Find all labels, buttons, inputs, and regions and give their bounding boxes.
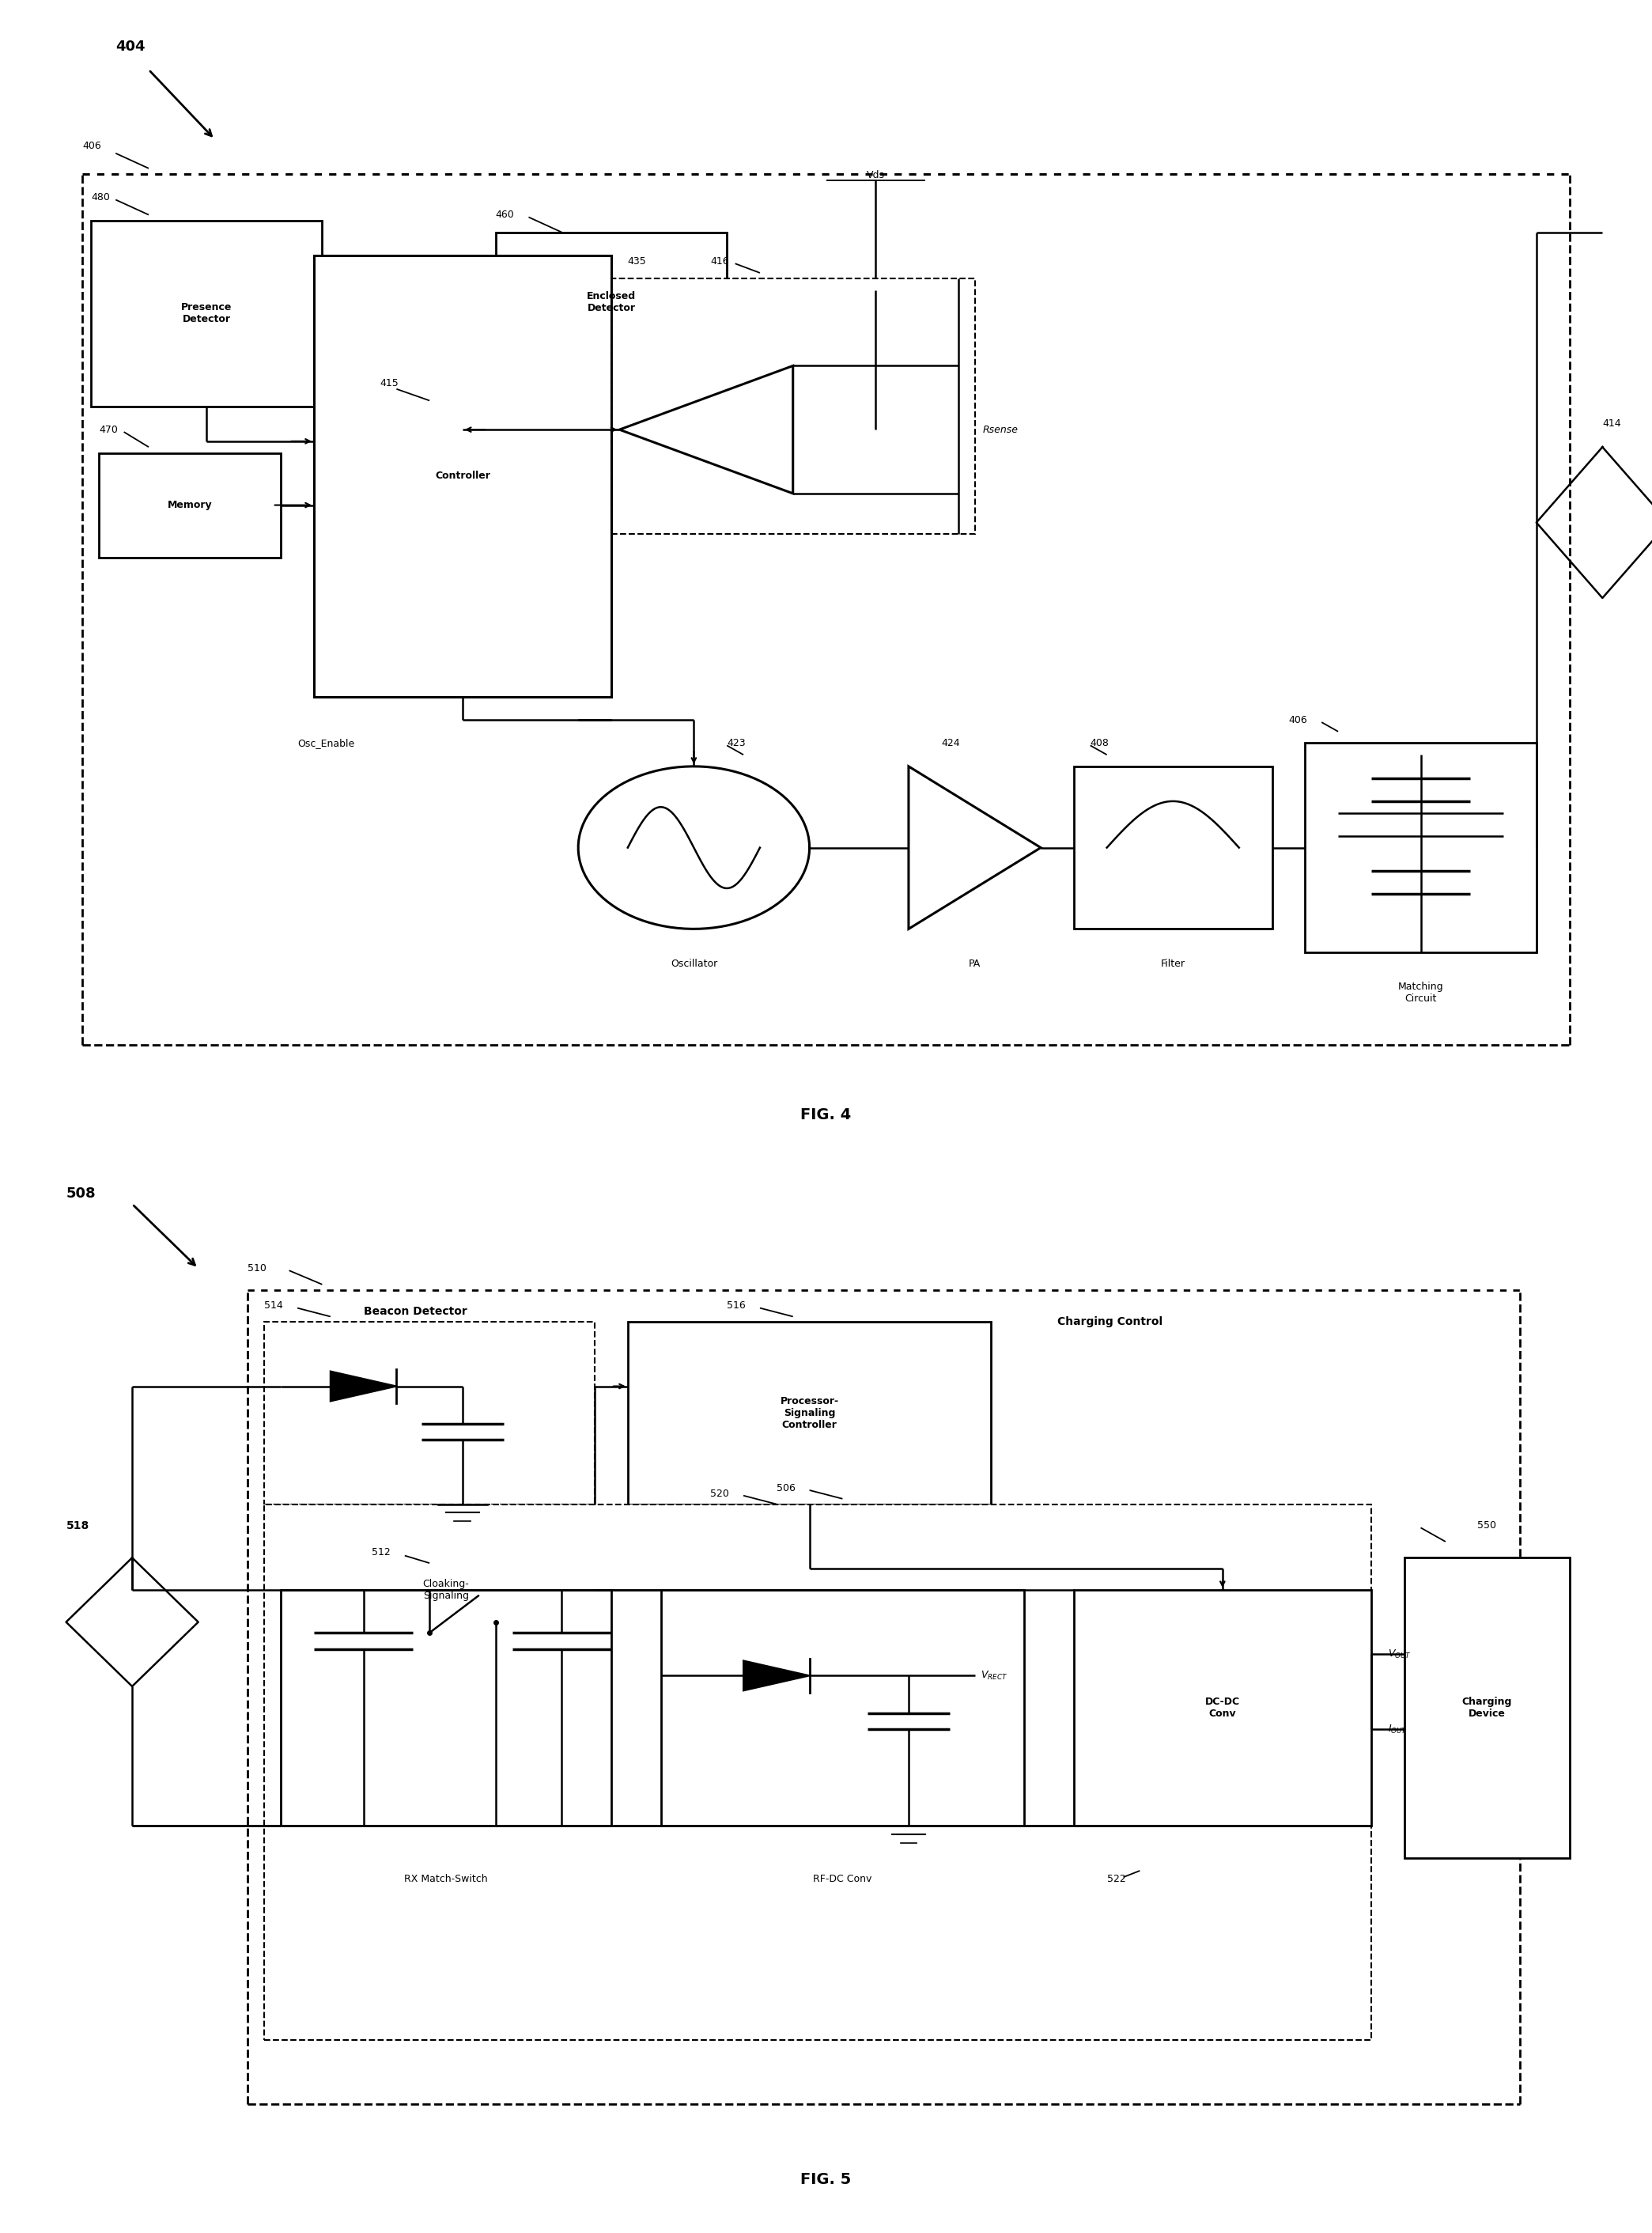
Text: Charging Control: Charging Control bbox=[1057, 1317, 1163, 1326]
Text: Cloaking-
Signaling: Cloaking- Signaling bbox=[423, 1579, 469, 1601]
Text: 506: 506 bbox=[776, 1483, 795, 1494]
Text: 424: 424 bbox=[942, 737, 960, 748]
Text: Vds: Vds bbox=[866, 170, 885, 181]
Bar bbox=[1404, 1559, 1569, 1858]
Text: 516: 516 bbox=[727, 1300, 745, 1311]
Text: 408: 408 bbox=[1090, 737, 1108, 748]
Text: 404: 404 bbox=[116, 40, 145, 54]
Text: PA: PA bbox=[968, 958, 981, 969]
Bar bbox=[1305, 744, 1536, 951]
Text: 550: 550 bbox=[1477, 1521, 1497, 1532]
Text: 514: 514 bbox=[264, 1300, 282, 1311]
Text: Charging
Device: Charging Device bbox=[1462, 1697, 1512, 1719]
Text: 518: 518 bbox=[66, 1521, 89, 1532]
Text: 435: 435 bbox=[628, 257, 646, 266]
Text: Oscillator: Oscillator bbox=[671, 958, 717, 969]
Text: FIG. 5: FIG. 5 bbox=[801, 2173, 851, 2186]
Bar bbox=[281, 1590, 611, 1827]
Text: $I_{OUT}$: $I_{OUT}$ bbox=[1388, 1724, 1408, 1735]
Bar bbox=[628, 1322, 991, 1505]
Text: 508: 508 bbox=[66, 1186, 96, 1201]
Text: RX Match-Switch: RX Match-Switch bbox=[405, 1873, 487, 1885]
Text: 406: 406 bbox=[1289, 715, 1307, 726]
Text: 423: 423 bbox=[727, 737, 745, 748]
Text: 406: 406 bbox=[83, 141, 101, 152]
Text: 414: 414 bbox=[1602, 418, 1621, 429]
Text: Processor-
Signaling
Controller: Processor- Signaling Controller bbox=[780, 1396, 839, 1429]
Text: DC-DC
Conv: DC-DC Conv bbox=[1204, 1697, 1241, 1719]
Bar bbox=[314, 255, 611, 697]
Polygon shape bbox=[330, 1371, 396, 1402]
Text: 480: 480 bbox=[91, 192, 109, 203]
Bar bbox=[661, 1590, 1024, 1827]
Bar bbox=[99, 453, 281, 558]
Text: 512: 512 bbox=[372, 1547, 390, 1559]
Text: Rsense: Rsense bbox=[983, 424, 1019, 435]
Text: Filter: Filter bbox=[1161, 958, 1184, 969]
Text: Enclosed
Detector: Enclosed Detector bbox=[586, 290, 636, 313]
Bar bbox=[1074, 766, 1272, 929]
Text: RF-DC Conv: RF-DC Conv bbox=[813, 1873, 872, 1885]
Text: 520: 520 bbox=[710, 1487, 729, 1498]
Bar bbox=[1074, 1590, 1371, 1827]
Text: $V_{RECT}$: $V_{RECT}$ bbox=[981, 1670, 1008, 1681]
Text: 416: 416 bbox=[710, 257, 729, 266]
Text: 470: 470 bbox=[99, 424, 117, 435]
Bar bbox=[264, 1322, 595, 1505]
Text: Controller: Controller bbox=[434, 471, 491, 482]
Text: Matching
Circuit: Matching Circuit bbox=[1398, 983, 1444, 1005]
Text: 415: 415 bbox=[380, 377, 398, 389]
Text: $V_{OUT}$: $V_{OUT}$ bbox=[1388, 1648, 1411, 1659]
Bar bbox=[91, 221, 322, 406]
Text: Memory: Memory bbox=[167, 500, 213, 511]
Text: Presence
Detector: Presence Detector bbox=[182, 301, 231, 324]
Bar bbox=[496, 232, 727, 371]
Text: Osc_Enable: Osc_Enable bbox=[297, 737, 355, 748]
Text: Beacon Detector: Beacon Detector bbox=[363, 1306, 468, 1317]
Bar bbox=[264, 1505, 1371, 2041]
Text: 522: 522 bbox=[1107, 1873, 1125, 1885]
Polygon shape bbox=[743, 1661, 809, 1690]
Text: FIG. 4: FIG. 4 bbox=[801, 1108, 851, 1123]
Text: 460: 460 bbox=[496, 210, 514, 221]
Text: 510: 510 bbox=[248, 1264, 266, 1273]
Bar bbox=[611, 279, 975, 534]
